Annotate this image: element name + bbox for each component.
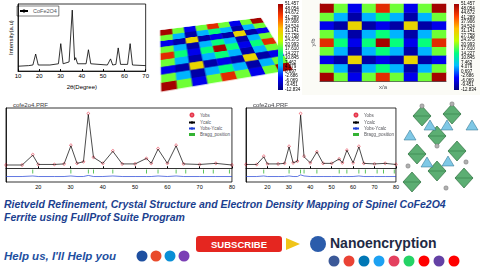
svg-text:Intensity(a.u): Intensity(a.u)	[8, 20, 14, 55]
html-text:48.054: 48.054	[461, 5, 475, 11]
html-text:14.227: 14.227	[285, 50, 299, 56]
svg-text:Yobs: Yobs	[364, 113, 375, 118]
html-text:34.524: 34.524	[285, 23, 299, 29]
svg-text:40: 40	[78, 73, 85, 79]
html-text:-12.834: -12.834	[461, 87, 477, 92]
html-text:Rietveld Refinement, Crystal S: Rietveld Refinement, Crystal Structure a…	[4, 198, 446, 223]
html-text:20.993: 20.993	[461, 41, 475, 47]
html-text:17.610: 17.610	[285, 46, 299, 52]
svg-text:70: 70	[142, 73, 149, 79]
svg-text:cofe2o4.PRF: cofe2o4.PRF	[13, 102, 48, 108]
svg-text:50: 50	[329, 184, 335, 190]
html-text:24.375: 24.375	[461, 37, 475, 43]
svg-text:Yobs-Ycalc: Yobs-Ycalc	[200, 126, 223, 131]
svg-text:80: 80	[229, 184, 235, 190]
html-text:-2.686: -2.686	[285, 73, 298, 79]
html-text:7.462: 7.462	[285, 59, 297, 65]
svg-text:20: 20	[35, 184, 41, 190]
html-text:51.457: 51.457	[461, 1, 475, 6]
html-text:14.227: 14.227	[461, 50, 475, 56]
svg-text:Ycalc: Ycalc	[364, 120, 376, 125]
svg-text:Yobs: Yobs	[200, 113, 211, 118]
svg-text:30: 30	[57, 73, 64, 79]
html-text:37.906: 37.906	[461, 19, 475, 25]
html-text:27.758: 27.758	[285, 32, 299, 38]
html-text:-6.069: -6.069	[461, 77, 474, 83]
html-text:41.289: 41.289	[461, 14, 475, 20]
svg-text:40: 40	[100, 184, 106, 190]
html-text:-6.069: -6.069	[285, 77, 298, 83]
html-text:-12.834: -12.834	[285, 87, 301, 92]
svg-text:2θ(Degree): 2θ(Degree)	[67, 84, 97, 90]
html-text:44.672: 44.672	[461, 10, 475, 16]
svg-text:y/b: y/b	[310, 38, 316, 47]
html-text:4.079: 4.079	[461, 64, 473, 70]
svg-text:SUBSCRIBE: SUBSCRIBE	[211, 239, 267, 250]
html-text:34.524: 34.524	[461, 23, 475, 29]
html-text:10.845: 10.845	[461, 55, 475, 61]
svg-text:80: 80	[393, 184, 399, 190]
html-text:24.375: 24.375	[285, 37, 299, 43]
svg-text:Yobs-Ycalc: Yobs-Ycalc	[364, 126, 387, 131]
svg-text:cofe2o4.PRF: cofe2o4.PRF	[253, 102, 288, 108]
svg-text:Help us, I'll Help you: Help us, I'll Help you	[4, 250, 116, 262]
svg-text:Bragg_position: Bragg_position	[364, 132, 395, 137]
svg-text:Nanoencryption: Nanoencryption	[330, 235, 437, 251]
svg-text:20: 20	[264, 184, 270, 190]
html-text:-9.451: -9.451	[285, 82, 298, 88]
svg-text:20: 20	[36, 73, 43, 79]
svg-text:60: 60	[350, 184, 356, 190]
html-text:10.845: 10.845	[285, 55, 299, 61]
svg-text:40: 40	[307, 184, 313, 190]
svg-text:50: 50	[132, 184, 138, 190]
html-text:31.141: 31.141	[285, 28, 299, 34]
html-text:7.462: 7.462	[461, 59, 473, 65]
html-text:0.697: 0.697	[461, 68, 473, 74]
svg-text:30: 30	[67, 184, 73, 190]
html-text:0.697: 0.697	[285, 68, 297, 74]
html-text:-9.451: -9.451	[461, 82, 474, 88]
svg-text:60: 60	[121, 73, 128, 79]
svg-text:CoFe2O4: CoFe2O4	[33, 8, 57, 14]
html-text:4.079: 4.079	[285, 64, 297, 70]
html-text:17.610: 17.610	[461, 46, 475, 52]
svg-text:60: 60	[164, 184, 170, 190]
html-text:31.141: 31.141	[461, 28, 475, 34]
svg-text:10: 10	[15, 73, 22, 79]
svg-text:Ycalc: Ycalc	[200, 120, 212, 125]
html-text:44.672: 44.672	[285, 10, 299, 16]
svg-text:50: 50	[100, 73, 107, 79]
html-text:51.457: 51.457	[285, 1, 299, 6]
svg-text:Bragg_position: Bragg_position	[200, 132, 231, 137]
html-text:41.289: 41.289	[285, 14, 299, 20]
html-text:20.993: 20.993	[285, 41, 299, 47]
svg-text:70: 70	[371, 184, 377, 190]
html-text:-2.686: -2.686	[461, 73, 474, 79]
svg-text:70: 70	[197, 184, 203, 190]
svg-text:30: 30	[286, 184, 292, 190]
html-text:37.906: 37.906	[285, 19, 299, 25]
html-text:27.758: 27.758	[461, 32, 475, 38]
svg-text:x/a: x/a	[379, 84, 388, 90]
html-text:48.054: 48.054	[285, 5, 299, 11]
